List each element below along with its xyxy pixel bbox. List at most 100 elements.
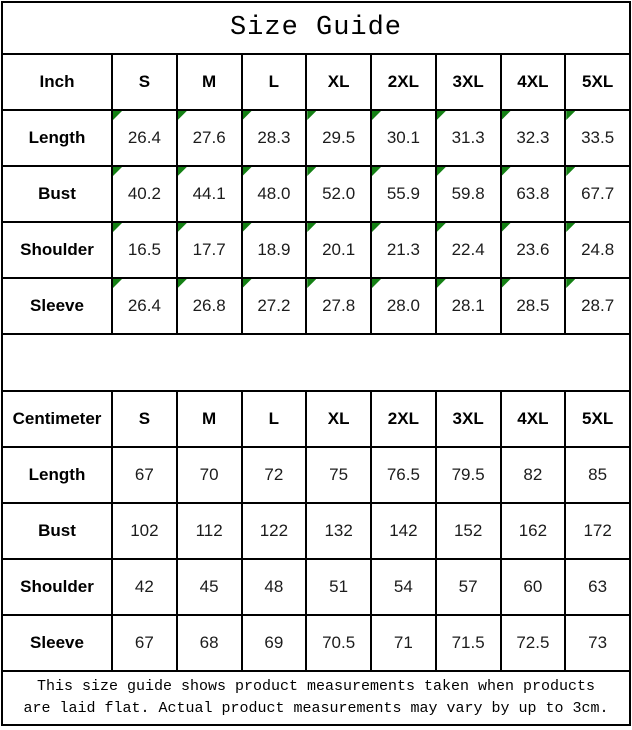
measurement-row: Length 26.4 27.6 28.3 29.5 30.1 31.3 32.3 33.5 (1, 109, 631, 167)
measurement-value: 26.8 (192, 296, 226, 315)
measurement-value-cell: 42 (111, 558, 178, 616)
unit-label-inch: Inch (1, 53, 113, 111)
measurement-value: 29.5 (322, 128, 356, 147)
measurement-value: 30.1 (386, 128, 420, 147)
size-header: 2XL (370, 390, 437, 448)
green-triangle-icon (308, 112, 317, 120)
measurement-value-cell: 48.0 (240, 165, 308, 223)
measurement-value-cell: 20.1 (305, 221, 372, 279)
measurement-value: 79.5 (451, 465, 485, 484)
measurement-value-cell: 28.5 (499, 277, 567, 335)
measurement-value-cell: 26.4 (111, 109, 178, 167)
size-header: S (111, 390, 178, 448)
measurement-value: 32.3 (516, 128, 550, 147)
green-triangle-icon (178, 280, 187, 288)
measurement-value: 57 (458, 577, 478, 596)
measurement-value: 51 (329, 577, 349, 596)
green-triangle-icon (178, 112, 187, 120)
measurement-row: Shoulder 42 45 48 51 54 57 60 63 (1, 558, 631, 616)
measurement-value-cell: 22.4 (434, 221, 502, 279)
green-triangle-icon (437, 224, 446, 232)
measurement-value-cell: 68 (175, 614, 243, 672)
measurement-value-cell: 21.3 (370, 221, 437, 279)
measurement-value: 152 (453, 521, 483, 540)
measurement-value-cell: 72.5 (499, 614, 567, 672)
measurement-value-cell: 27.2 (240, 277, 308, 335)
measurement-value-cell: 70.5 (305, 614, 372, 672)
measurement-value-cell: 17.7 (175, 221, 243, 279)
measurement-value-cell: 162 (499, 502, 567, 560)
measurement-value-cell: 152 (434, 502, 502, 560)
measurement-value-cell: 72 (240, 446, 308, 504)
measurement-value: 28.3 (257, 128, 291, 147)
measurement-value-cell: 69 (240, 614, 308, 672)
measurement-row: Bust 40.2 44.1 48.0 52.0 55.9 59.8 63.8 67.7 (1, 165, 631, 223)
size-header: 4XL (499, 390, 567, 448)
footer-note-line1: This size guide shows product measuremen… (36, 677, 596, 695)
size-header: 5XL (564, 390, 631, 448)
green-triangle-icon (113, 224, 122, 232)
measurement-label: Sleeve (1, 614, 113, 672)
measurement-value-cell: 16.5 (111, 221, 178, 279)
measurement-label: Length (1, 446, 113, 504)
measurement-value-cell: 60 (499, 558, 567, 616)
measurement-value-cell: 67 (111, 446, 178, 504)
measurement-value: 27.8 (322, 296, 356, 315)
measurement-row: Sleeve 26.4 26.8 27.2 27.8 28.0 28.1 28.5 28.7 (1, 277, 631, 335)
measurement-value: 75 (329, 465, 349, 484)
green-triangle-icon (243, 112, 252, 120)
measurement-value-cell: 51 (305, 558, 372, 616)
measurement-value-cell: 79.5 (434, 446, 502, 504)
measurement-value-cell: 28.3 (240, 109, 308, 167)
page-title: Size Guide (1, 1, 631, 55)
green-triangle-icon (243, 168, 252, 176)
measurement-value: 70.5 (322, 633, 356, 652)
measurement-value: 67.7 (581, 184, 615, 203)
measurement-value-cell: 40.2 (111, 165, 178, 223)
measurement-label: Bust (1, 502, 113, 560)
measurement-value: 63.8 (516, 184, 550, 203)
measurement-row: Bust 102 112 122 132 142 152 162 172 (1, 502, 631, 560)
measurement-value: 63 (588, 577, 608, 596)
measurement-value: 172 (583, 521, 612, 540)
measurement-value-cell: 132 (305, 502, 372, 560)
measurement-value-cell: 112 (175, 502, 243, 560)
size-header: 5XL (564, 53, 631, 111)
measurement-value: 44.1 (192, 184, 226, 203)
measurement-value: 21.3 (386, 240, 420, 259)
green-triangle-icon (567, 168, 576, 176)
measurement-value: 59.8 (451, 184, 485, 203)
title-row: Size Guide (1, 1, 631, 55)
measurement-value: 16.5 (127, 240, 161, 259)
size-header: 3XL (434, 390, 502, 448)
measurement-label: Sleeve (1, 277, 113, 335)
measurement-value-cell: 73 (564, 614, 631, 672)
green-triangle-icon (502, 280, 511, 288)
measurement-value: 23.6 (516, 240, 550, 259)
green-triangle-icon (502, 168, 511, 176)
measurement-value: 42 (134, 577, 154, 596)
measurement-value: 33.5 (581, 128, 615, 147)
measurement-value: 24.8 (581, 240, 615, 259)
measurement-value: 26.4 (127, 296, 161, 315)
measurement-value-cell: 71.5 (434, 614, 502, 672)
measurement-value-cell: 63.8 (499, 165, 567, 223)
green-triangle-icon (437, 112, 446, 120)
measurement-value-cell: 32.3 (499, 109, 567, 167)
green-triangle-icon (437, 168, 446, 176)
measurement-value-cell: 70 (175, 446, 243, 504)
green-triangle-icon (178, 168, 187, 176)
measurement-value-cell: 28.7 (564, 277, 631, 335)
green-triangle-icon (113, 280, 122, 288)
measurement-row: Sleeve 67 68 69 70.5 71 71.5 72.5 73 (1, 614, 631, 672)
green-triangle-icon (372, 168, 381, 176)
green-triangle-icon (502, 224, 511, 232)
measurement-value-cell: 71 (370, 614, 437, 672)
measurement-value-cell: 55.9 (370, 165, 437, 223)
measurement-value-cell: 82 (499, 446, 567, 504)
measurement-value: 31.3 (451, 128, 485, 147)
measurement-value: 71 (393, 633, 413, 652)
measurement-label: Bust (1, 165, 113, 223)
measurement-value: 85 (588, 465, 608, 484)
